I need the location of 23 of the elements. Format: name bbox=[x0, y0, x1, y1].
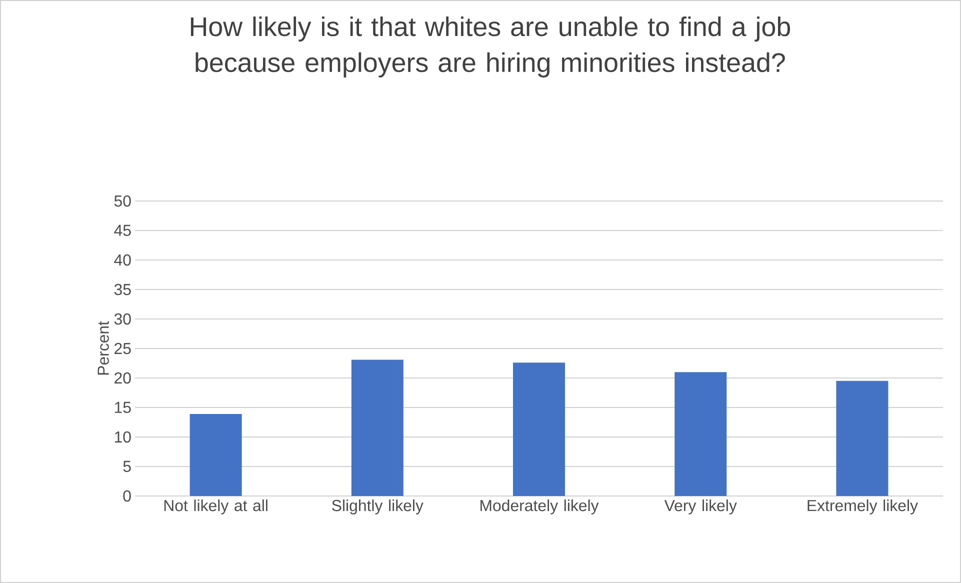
chart-title: How likely is it that whites are unable to find a job because employers are hiring minorities instead? bbox=[190, 16, 790, 78]
bar bbox=[190, 414, 242, 496]
y-tick-label: 30 bbox=[114, 313, 131, 325]
y-tick-label: 35 bbox=[114, 284, 131, 296]
y-tick-label: 15 bbox=[114, 402, 131, 414]
x-tick-label: Slightly likely bbox=[332, 500, 424, 514]
bar bbox=[351, 360, 404, 496]
y-tick-label: 40 bbox=[114, 254, 131, 266]
y-axis-title: Percent bbox=[98, 321, 109, 375]
bar bbox=[674, 372, 727, 496]
x-tick-label: Not likely at all bbox=[164, 500, 268, 514]
y-tick-label: 0 bbox=[123, 490, 131, 502]
y-tick-label: 10 bbox=[114, 431, 131, 443]
bar bbox=[513, 362, 566, 496]
y-tick-label: 5 bbox=[123, 460, 131, 472]
x-tick-label: Extremely likely bbox=[808, 500, 918, 514]
bar bbox=[836, 380, 888, 496]
y-tick-label: 25 bbox=[114, 342, 131, 354]
x-tick-label: Moderately likely bbox=[480, 500, 599, 514]
y-tick-label: 45 bbox=[114, 224, 131, 236]
y-tick-label: 50 bbox=[114, 195, 131, 207]
y-tick-label: 20 bbox=[114, 372, 131, 384]
x-tick-label: Very likely bbox=[664, 500, 737, 514]
